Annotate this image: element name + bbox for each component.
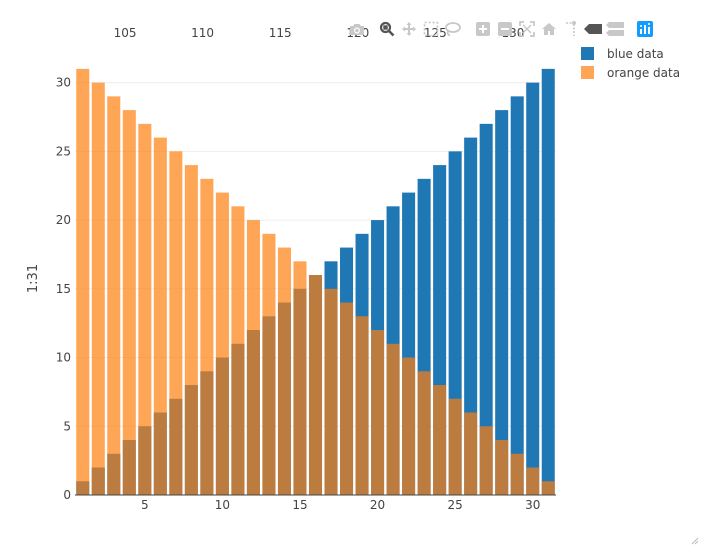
x-tick-labels: 5 10 15 20 25 30 [141, 498, 540, 512]
bar-orange-data-20[interactable] [371, 330, 385, 495]
bar-orange-data-11[interactable] [231, 206, 245, 495]
bar-orange-data-12[interactable] [246, 220, 260, 495]
bar-orange-data-2[interactable] [91, 82, 105, 496]
bar-orange-data-16[interactable] [308, 275, 323, 495]
bar-orange-data-1[interactable] [76, 68, 90, 496]
bar-orange-data-26[interactable] [464, 412, 478, 495]
bar-orange-data-30[interactable] [526, 467, 540, 495]
legend: blue data orange data [576, 44, 680, 82]
bar-orange-data-17[interactable] [324, 288, 338, 495]
lasso-icon[interactable] [442, 18, 464, 40]
bar-orange-data-7[interactable] [169, 151, 183, 495]
bar-orange-data-9[interactable] [200, 178, 214, 495]
modebar [346, 18, 656, 40]
bar-orange-data-22[interactable] [402, 357, 416, 495]
legend-swatch-orange [581, 66, 594, 79]
bar-orange-data-27[interactable] [479, 426, 493, 495]
y-tick-label: 25 [56, 144, 71, 158]
y-axis-title: 1:31 [26, 264, 41, 293]
bar-blue-data-29[interactable] [510, 96, 524, 496]
y-tick-labels: 0 5 10 15 20 25 30 [56, 76, 71, 502]
top-x-tick-label: 110 [191, 26, 214, 40]
bar-orange-data-19[interactable] [355, 316, 369, 495]
bar-orange-data-3[interactable] [107, 96, 121, 496]
top-x-tick-label: 115 [269, 26, 292, 40]
bar-orange-data-13[interactable] [262, 233, 276, 495]
x-tick-label: 30 [525, 498, 540, 512]
bar-orange-data-5[interactable] [138, 123, 152, 496]
plotly-logo-icon[interactable] [634, 18, 656, 40]
home-icon[interactable] [538, 18, 560, 40]
resize-handle-icon[interactable] [691, 537, 699, 545]
box-select-icon[interactable] [420, 18, 442, 40]
x-tick-label: 5 [141, 498, 149, 512]
bar-orange-data-4[interactable] [122, 110, 136, 496]
bar-orange-data-25[interactable] [448, 398, 462, 495]
x-tick-label: 20 [370, 498, 385, 512]
hover-compare-icon[interactable] [604, 18, 626, 40]
y-tick-label: 15 [56, 282, 71, 296]
x-tick-label: 25 [448, 498, 463, 512]
bar-blue-data-30[interactable] [526, 82, 540, 496]
legend-swatch-blue [581, 47, 594, 60]
bar-orange-data-29[interactable] [510, 453, 524, 495]
bar-orange-data-23[interactable] [417, 371, 431, 495]
pan-icon[interactable] [398, 18, 420, 40]
spike-lines-icon[interactable] [560, 18, 582, 40]
bar-orange-data-24[interactable] [433, 385, 447, 495]
bar-blue-data-27[interactable] [479, 123, 493, 496]
bars[interactable] [76, 68, 555, 496]
legend-label: blue data [607, 46, 664, 61]
y-tick-label: 0 [63, 488, 71, 502]
autoscale-icon[interactable] [516, 18, 538, 40]
bar-orange-data-31[interactable] [541, 481, 555, 495]
bar-orange-data-28[interactable] [495, 440, 509, 495]
camera-icon[interactable] [346, 18, 368, 40]
bar-orange-data-10[interactable] [215, 192, 229, 495]
x-tick-label: 15 [292, 498, 307, 512]
zoom-in-icon[interactable] [472, 18, 494, 40]
x-tick-label: 10 [215, 498, 230, 512]
legend-item-blue-data[interactable]: blue data [576, 44, 680, 63]
top-x-tick-label: 125 [424, 26, 447, 40]
bar-orange-data-21[interactable] [386, 343, 400, 495]
legend-label: orange data [607, 65, 681, 80]
bar-orange-data-15[interactable] [293, 261, 307, 495]
bar-orange-data-8[interactable] [184, 165, 198, 495]
top-x-tick-label: 105 [114, 26, 137, 40]
y-tick-label: 10 [56, 351, 71, 365]
y-tick-label: 20 [56, 213, 71, 227]
bar-orange-data-18[interactable] [340, 302, 354, 495]
legend-item-orange-data[interactable]: orange data [576, 63, 680, 82]
bar-blue-data-28[interactable] [495, 110, 509, 496]
bar-orange-data-6[interactable] [153, 137, 167, 495]
zoom-out-icon[interactable] [494, 18, 516, 40]
hover-closest-icon[interactable] [582, 18, 604, 40]
bar-blue-data-31[interactable] [541, 68, 555, 496]
bar-orange-data-14[interactable] [277, 247, 291, 495]
zoom-icon[interactable] [376, 18, 398, 40]
y-tick-label: 5 [63, 419, 71, 433]
bar-blue-data-26[interactable] [464, 137, 478, 495]
y-tick-label: 30 [56, 76, 71, 90]
